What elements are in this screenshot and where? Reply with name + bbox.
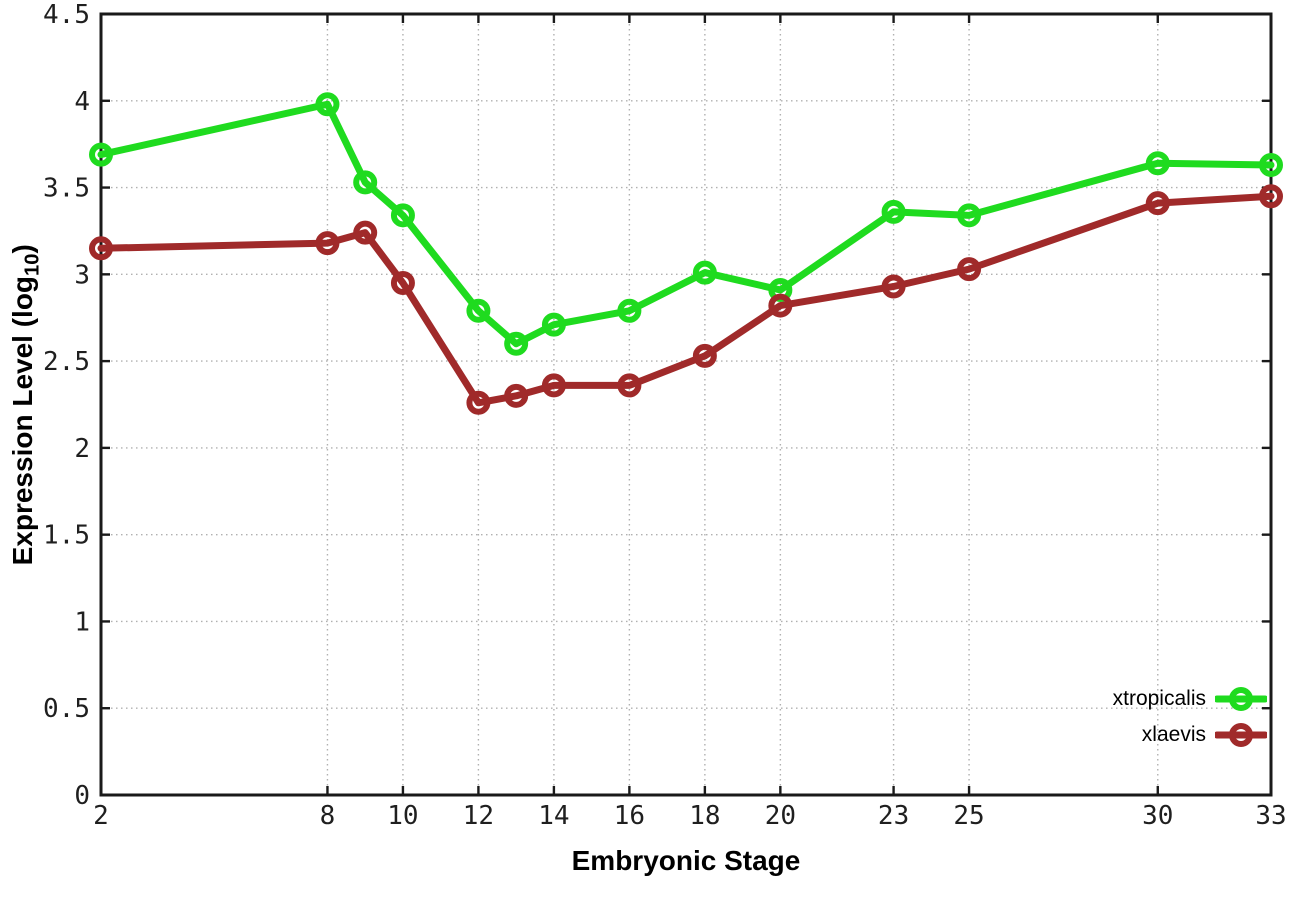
- legend-item-xlaevis: xlaevis: [1113, 717, 1267, 753]
- x-tick-label-16: 16: [614, 801, 645, 831]
- y-axis-title-subscript: 10: [21, 253, 44, 276]
- y-axis-title-suffix: ): [7, 243, 39, 254]
- data-point-xlaevis-20: [768, 293, 793, 318]
- plot-border: [99, 12, 1273, 797]
- legend: xtropicalis xlaevis: [1113, 681, 1267, 753]
- data-point-xlaevis-33: [1259, 184, 1283, 209]
- data-point-xlaevis-10: [390, 271, 415, 296]
- y-axis-title-wrap: Expression Level (log10): [0, 14, 52, 795]
- y-tick-label-2.5: 2.5: [43, 347, 90, 377]
- data-point-xtropicalis-33: [1259, 152, 1283, 177]
- y-tick-label-4: 4: [74, 87, 90, 117]
- legend-line-sample-icon: [1215, 687, 1267, 711]
- data-point-xtropicalis-12: [466, 298, 491, 323]
- data-point-xtropicalis-23: [881, 199, 906, 224]
- x-tick-label-2: 2: [93, 801, 109, 831]
- x-tick-label-18: 18: [689, 801, 720, 831]
- y-tick-label-1: 1: [74, 607, 90, 637]
- x-tick-label-12: 12: [463, 801, 494, 831]
- data-point-xtropicalis-25: [957, 203, 982, 228]
- data-point-xlaevis-13: [504, 383, 529, 408]
- x-tick-label-33: 33: [1255, 801, 1286, 831]
- data-point-xlaevis-18: [692, 343, 717, 368]
- y-axis-title: Expression Level (log10): [7, 244, 45, 565]
- data-point-xtropicalis-18: [692, 260, 717, 285]
- data-point-xtropicalis-8: [315, 92, 340, 117]
- legend-item-xtropicalis: xtropicalis: [1113, 681, 1267, 717]
- y-tick-label-0.5: 0.5: [43, 694, 90, 724]
- x-tick-label-20: 20: [765, 801, 796, 831]
- data-point-xtropicalis-13: [504, 331, 529, 356]
- data-point-xlaevis-25: [957, 257, 982, 282]
- legend-line-sample-icon: [1215, 723, 1267, 747]
- x-tick-label-14: 14: [538, 801, 569, 831]
- data-point-xtropicalis-9: [353, 170, 378, 195]
- data-point-xtropicalis-30: [1145, 151, 1170, 176]
- data-point-xlaevis-16: [617, 373, 642, 398]
- data-point-xlaevis-9: [353, 220, 378, 245]
- data-point-xlaevis-14: [541, 373, 566, 398]
- y-tick-label-4.5: 4.5: [43, 0, 90, 30]
- data-point-xtropicalis-16: [617, 298, 642, 323]
- x-tick-label-8: 8: [320, 801, 336, 831]
- y-tick-label-0: 0: [74, 781, 90, 811]
- data-point-xlaevis-12: [466, 390, 491, 415]
- data-point-xlaevis-30: [1145, 191, 1170, 216]
- data-point-xlaevis-23: [881, 274, 906, 299]
- series-line-xlaevis: [97, 192, 1275, 407]
- x-axis-title: Embryonic Stage: [571, 845, 801, 876]
- data-point-xtropicalis-10: [390, 203, 415, 228]
- y-axis-title-text: Expression Level (log: [7, 275, 39, 566]
- legend-label-xtropicalis: xtropicalis: [1112, 687, 1206, 710]
- data-point-xlaevis-2: [89, 236, 113, 261]
- data-point-xtropicalis-2: [89, 142, 113, 167]
- data-point-xtropicalis-14: [541, 312, 566, 337]
- y-tick-label-3.5: 3.5: [43, 174, 90, 204]
- y-tick-label-1.5: 1.5: [43, 521, 90, 551]
- x-tick-label-10: 10: [387, 801, 418, 831]
- y-tick-label-3: 3: [74, 260, 90, 290]
- y-tick-label-2: 2: [74, 434, 90, 464]
- x-tick-label-30: 30: [1142, 801, 1173, 831]
- x-tick-label-25: 25: [953, 801, 984, 831]
- legend-label-xlaevis: xlaevis: [1141, 723, 1206, 746]
- x-tick-label-23: 23: [878, 801, 909, 831]
- data-point-xlaevis-8: [315, 231, 340, 256]
